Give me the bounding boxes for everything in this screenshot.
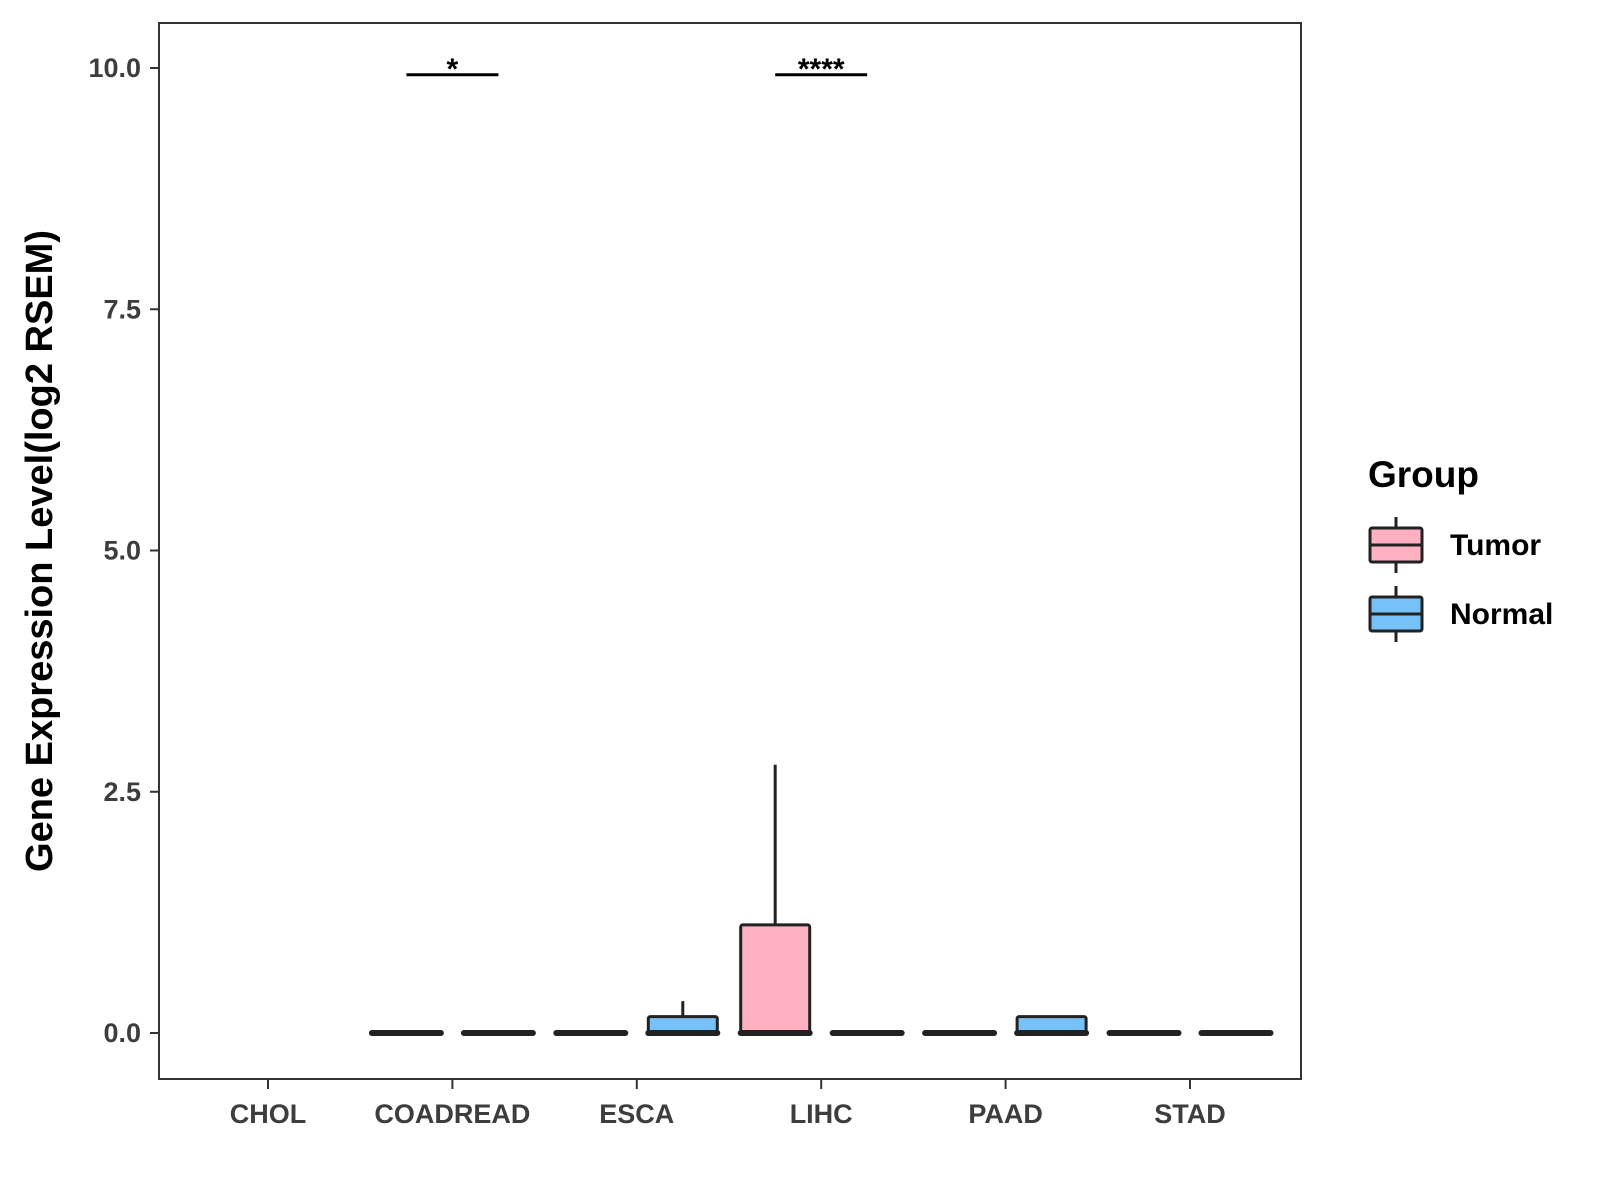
x-axis: CHOL COADREAD ESCA LIHC PAAD STAD: [230, 1079, 1226, 1129]
legend-key: [1368, 517, 1424, 573]
x-tick-label: PAAD: [968, 1099, 1043, 1129]
significance-label: *: [447, 53, 459, 86]
box-tumor-lihc: [737, 764, 813, 1036]
y-tick-label: 2.5: [103, 777, 141, 807]
x-tick-label: CHOL: [230, 1099, 307, 1129]
y-tick-label: 10.0: [88, 53, 141, 83]
legend-entry-tumor: Tumor: [1368, 517, 1541, 573]
box-normal-esca: [645, 1001, 721, 1036]
legend-title: Group: [1368, 454, 1479, 495]
significance-annotations: * ****: [406, 53, 868, 86]
x-tick-label: LIHC: [790, 1099, 853, 1129]
y-axis-title: Gene Expression Level(log2 RSEM): [19, 230, 61, 872]
legend-label: Tumor: [1450, 529, 1541, 562]
x-tick-label: ESCA: [599, 1099, 674, 1129]
x-tick-label: COADREAD: [374, 1099, 530, 1129]
legend-entry-normal: Normal: [1368, 586, 1553, 642]
y-tick-label: 7.5: [103, 294, 141, 324]
legend-label: Normal: [1450, 598, 1553, 631]
box-normal-paad: [1014, 1015, 1090, 1036]
x-tick-label: STAD: [1154, 1099, 1226, 1129]
box-body: [739, 923, 812, 1035]
boxes-layer: [368, 764, 1274, 1036]
y-tick-label: 5.0: [103, 536, 141, 566]
legend: Group Tumor Normal: [1368, 454, 1553, 642]
y-axis: 0.0 2.5 5.0 7.5 10.0: [88, 53, 159, 1048]
significance-label: ****: [798, 53, 845, 86]
y-tick-label: 0.0: [103, 1018, 141, 1048]
legend-key: [1368, 586, 1424, 642]
